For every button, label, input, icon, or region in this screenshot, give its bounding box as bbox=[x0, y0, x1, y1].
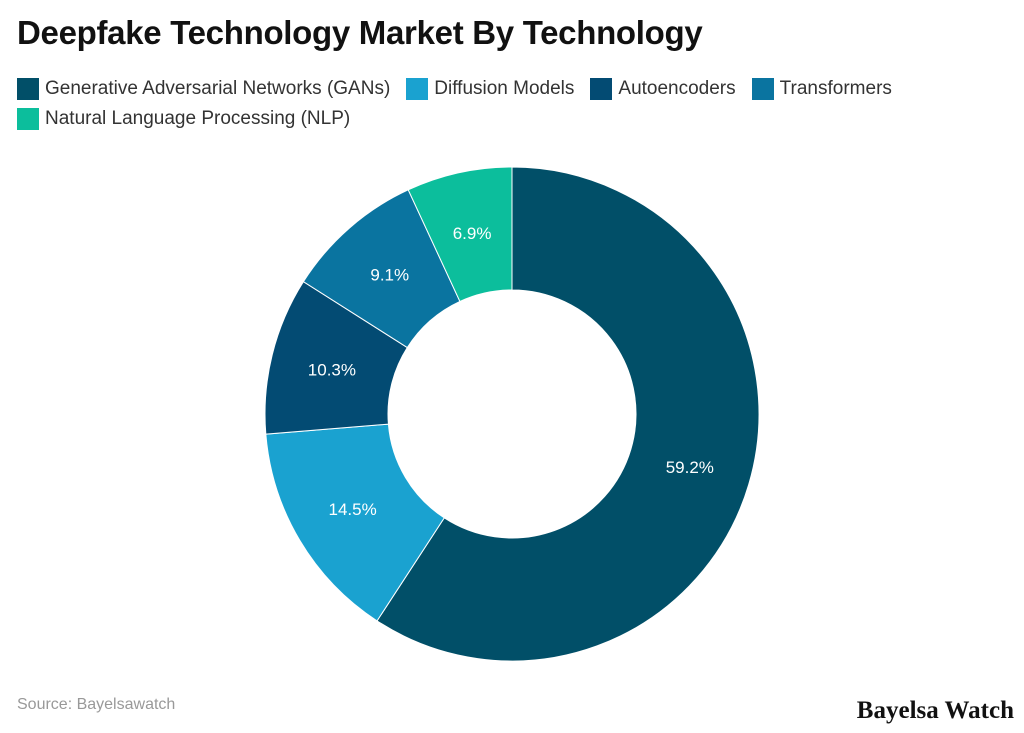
legend-swatch bbox=[590, 78, 613, 100]
legend-swatch bbox=[17, 78, 39, 100]
slice bbox=[265, 423, 445, 622]
legend-label: Generative Adversarial Networks (GANs) bbox=[45, 78, 391, 99]
data-label: 10.3% bbox=[308, 361, 356, 380]
source-note: Source: Bayelsawatch bbox=[17, 696, 176, 713]
slice bbox=[407, 166, 513, 303]
data-label: 14.5% bbox=[329, 500, 377, 519]
legend-swatch bbox=[17, 108, 39, 130]
legend: Generative Adversarial Networks (GANs) Di… bbox=[17, 77, 1007, 131]
legend-item: Transformers bbox=[751, 77, 892, 101]
slice bbox=[376, 166, 760, 662]
legend-item: Diffusion Models bbox=[406, 77, 574, 101]
legend-label: Transformers bbox=[779, 78, 892, 99]
data-label: 6.9% bbox=[453, 224, 492, 243]
legend-swatch bbox=[406, 78, 429, 100]
legend-label: Autoencoders bbox=[618, 78, 736, 99]
legend-label: Diffusion Models bbox=[434, 78, 575, 99]
legend-item: Generative Adversarial Networks (GANs) bbox=[17, 77, 390, 101]
legend-item: Natural Language Processing (NLP) bbox=[17, 107, 350, 131]
brand-logo: Bayelsa Watch bbox=[856, 697, 1014, 724]
data-label: 59.2% bbox=[666, 458, 714, 477]
data-label: 9.1% bbox=[370, 265, 409, 284]
legend-swatch bbox=[751, 78, 774, 100]
chart-title: Deepfake Technology Market By Technology bbox=[17, 14, 703, 51]
legend-label: Natural Language Processing (NLP) bbox=[45, 108, 351, 129]
legend-item: Autoencoders bbox=[590, 77, 736, 101]
